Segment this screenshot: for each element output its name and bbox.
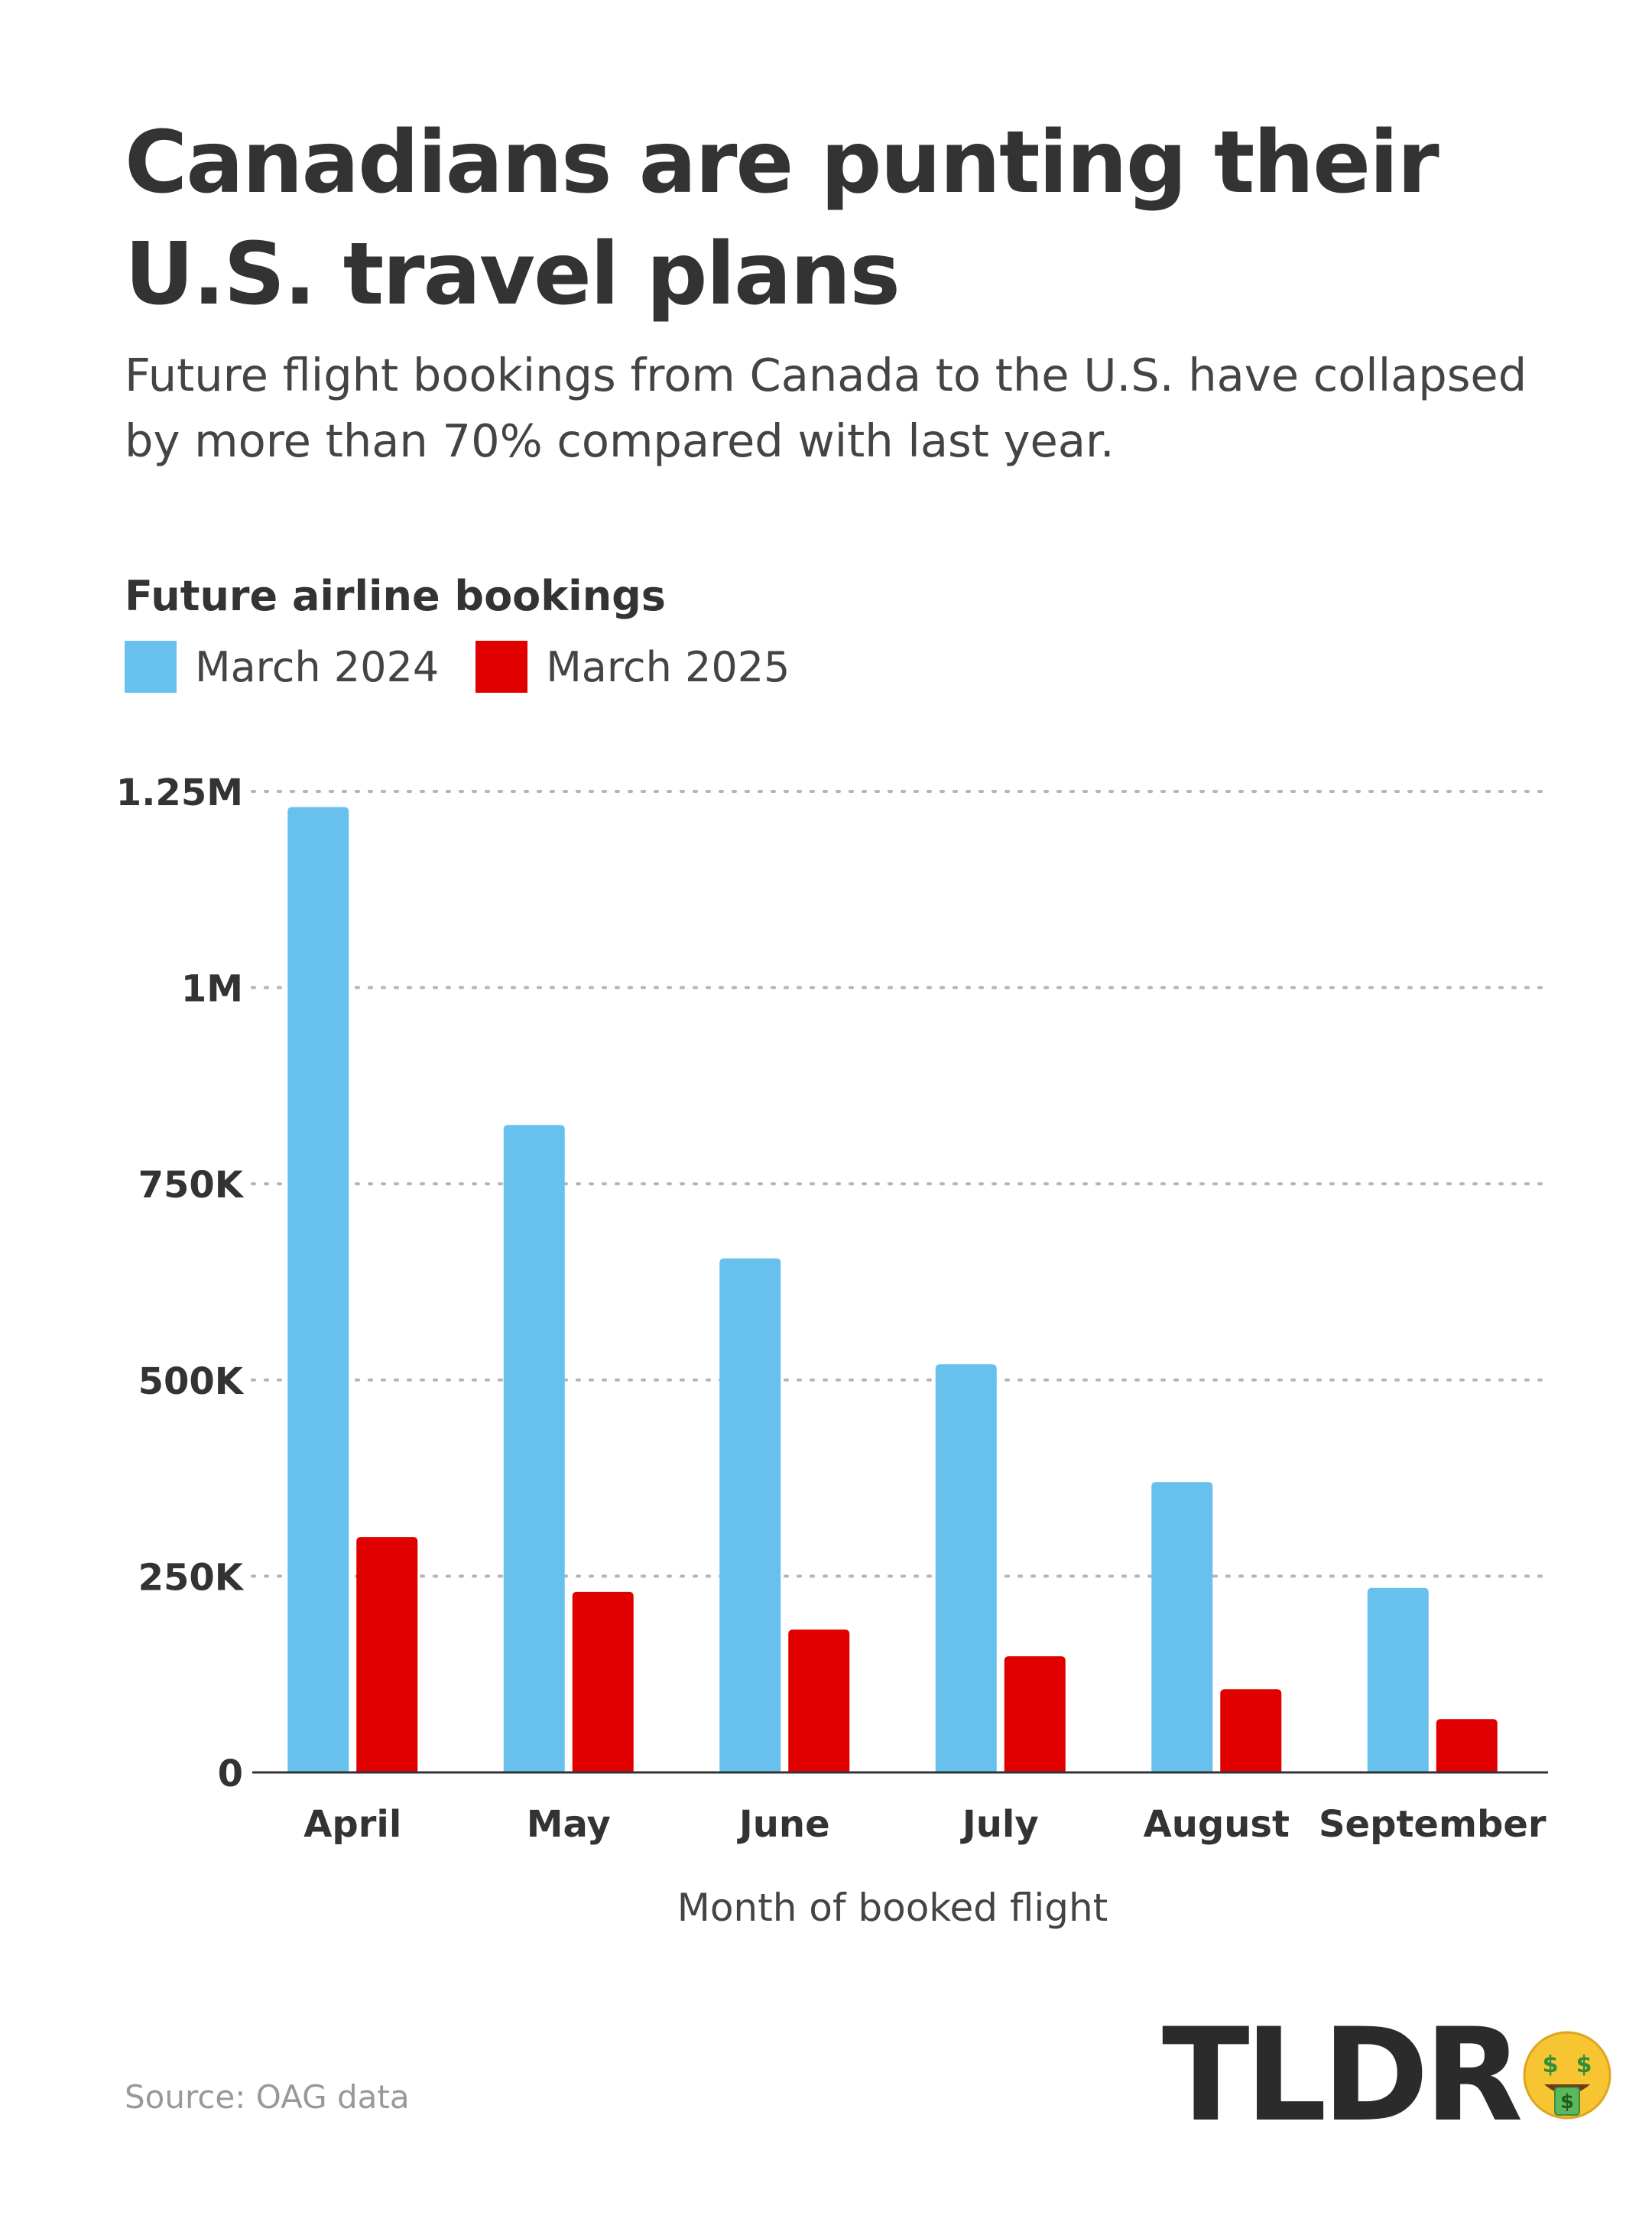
y-tick-label: 0 <box>218 1753 243 1795</box>
page-subtitle: Future flight bookings from Canada to th… <box>125 349 1527 467</box>
svg-text:$: $ <box>1560 2090 1574 2113</box>
chart-legend: March 2024 March 2025 <box>125 641 826 693</box>
x-tick-label: June <box>737 1803 830 1846</box>
bar-2025-april <box>356 1537 418 1772</box>
svg-text:$: $ <box>1576 2051 1592 2078</box>
legend-swatch-2024 <box>125 641 177 693</box>
bar-2024-april <box>287 807 349 1772</box>
bar-2024-september <box>1367 1587 1429 1772</box>
x-tick-label: September <box>1319 1803 1547 1846</box>
x-tick-label: July <box>960 1803 1039 1846</box>
legend-item-2025: March 2025 <box>475 641 790 693</box>
bar-chart: 0 250K 500K 750K 1M 1.25M April May June July Aug… <box>116 772 1550 1930</box>
y-tick-label: 1M <box>181 968 243 1011</box>
legend-swatch-2025 <box>475 641 528 693</box>
y-tick-label: 750K <box>138 1164 245 1207</box>
chart-heading: Future airline bookings <box>125 572 666 620</box>
logo-text: TLDR <box>1162 2000 1523 2150</box>
svg-text:$: $ <box>1543 2051 1559 2078</box>
y-tick-label: 1.25M <box>116 772 243 814</box>
source-note: Source: OAG data <box>125 2078 410 2116</box>
money-mouth-face-icon: $ $ $ <box>1523 2031 1611 2120</box>
y-tick-label: 250K <box>138 1556 245 1599</box>
bar-2025-may <box>572 1591 634 1772</box>
bar-2024-june <box>719 1258 781 1772</box>
x-axis-ticks: April May June July August September <box>303 1803 1547 1846</box>
page-title: Canadians are punting their U.S. travel … <box>125 113 1439 324</box>
y-axis-ticks: 0 250K 500K 750K 1M 1.25M <box>116 772 245 1795</box>
bars <box>287 807 1498 1772</box>
y-tick-label: 500K <box>138 1360 245 1403</box>
bar-2024-may <box>503 1125 565 1772</box>
grid-lines <box>251 790 1550 1578</box>
bar-2024-august <box>1151 1482 1213 1772</box>
x-tick-label: August <box>1144 1803 1290 1846</box>
bar-2024-july <box>935 1364 997 1772</box>
bar-2025-august <box>1220 1689 1282 1772</box>
bar-2025-june <box>788 1629 850 1772</box>
legend-label-2024: March 2024 <box>195 642 440 691</box>
legend-item-2024: March 2024 <box>125 641 439 693</box>
x-tick-label: May <box>527 1803 611 1846</box>
x-axis-label: Month of booked flight <box>677 1886 1108 1930</box>
bar-2025-july <box>1004 1656 1066 1772</box>
legend-label-2025: March 2025 <box>546 642 790 691</box>
bar-2025-september <box>1436 1719 1498 1772</box>
x-tick-label: April <box>303 1803 401 1846</box>
tldr-logo: TLDR $ $ $ <box>1162 2011 1613 2139</box>
